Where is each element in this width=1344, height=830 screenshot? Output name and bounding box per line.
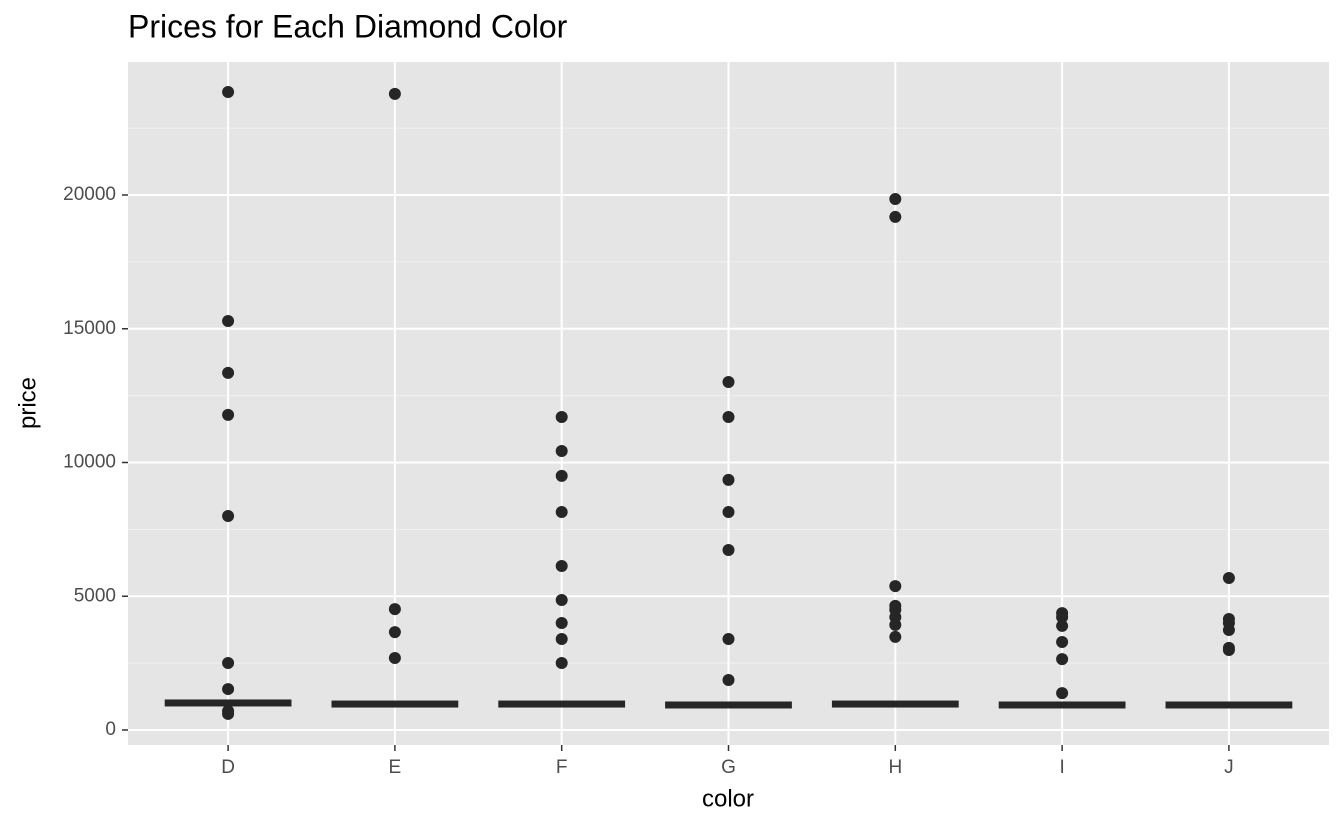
point bbox=[222, 314, 235, 327]
point bbox=[555, 616, 568, 629]
point bbox=[388, 652, 401, 665]
point bbox=[722, 411, 735, 424]
point bbox=[722, 375, 735, 388]
median-bar bbox=[498, 700, 626, 708]
median-bar bbox=[665, 701, 792, 709]
point bbox=[222, 86, 235, 99]
point bbox=[1222, 623, 1235, 636]
chart-title: Prices for Each Diamond Color bbox=[128, 8, 568, 44]
median-bar bbox=[331, 700, 459, 708]
point bbox=[222, 683, 235, 696]
point bbox=[222, 707, 235, 720]
point bbox=[555, 444, 568, 457]
point bbox=[555, 633, 568, 646]
point bbox=[222, 408, 235, 421]
y-axis-title: price bbox=[14, 377, 41, 429]
grid bbox=[128, 62, 1329, 745]
y-tick-label: 20000 bbox=[63, 184, 116, 205]
point bbox=[722, 633, 735, 646]
point bbox=[1056, 611, 1069, 624]
median-bar bbox=[164, 699, 292, 707]
point bbox=[388, 87, 401, 100]
y-tick-label: 15000 bbox=[63, 318, 116, 339]
point bbox=[555, 560, 568, 573]
x-tick-label: I bbox=[1059, 757, 1064, 778]
point bbox=[722, 673, 735, 686]
point bbox=[388, 603, 401, 616]
median-bar bbox=[1165, 701, 1293, 709]
point bbox=[555, 593, 568, 606]
point bbox=[388, 626, 401, 639]
x-tick-label: H bbox=[888, 757, 902, 778]
point bbox=[1222, 644, 1235, 657]
point bbox=[222, 656, 235, 669]
x-tick-label: F bbox=[556, 757, 568, 778]
point bbox=[555, 469, 568, 482]
point bbox=[889, 193, 902, 206]
x-tick-label: E bbox=[389, 757, 402, 778]
point bbox=[1056, 635, 1069, 648]
point bbox=[889, 630, 902, 643]
point bbox=[722, 505, 735, 518]
point bbox=[1056, 619, 1069, 632]
x-tick-label: J bbox=[1224, 757, 1234, 778]
point bbox=[555, 505, 568, 518]
y-tick-label: 0 bbox=[105, 719, 116, 740]
median-bar bbox=[831, 700, 959, 708]
point bbox=[222, 366, 235, 379]
median-bar bbox=[998, 701, 1126, 709]
point bbox=[889, 210, 902, 223]
point bbox=[889, 618, 902, 631]
point bbox=[222, 509, 235, 522]
point bbox=[722, 473, 735, 486]
point bbox=[1222, 572, 1235, 585]
point bbox=[555, 656, 568, 669]
point bbox=[889, 580, 902, 593]
point bbox=[555, 411, 568, 424]
point bbox=[1056, 687, 1069, 700]
x-tick-label: G bbox=[721, 757, 736, 778]
y-tick-label: 5000 bbox=[74, 585, 116, 606]
x-axis-title: color bbox=[702, 785, 754, 812]
point bbox=[722, 543, 735, 556]
x-tick-label: D bbox=[221, 757, 235, 778]
y-tick-label: 10000 bbox=[63, 452, 116, 473]
point bbox=[1056, 653, 1069, 666]
